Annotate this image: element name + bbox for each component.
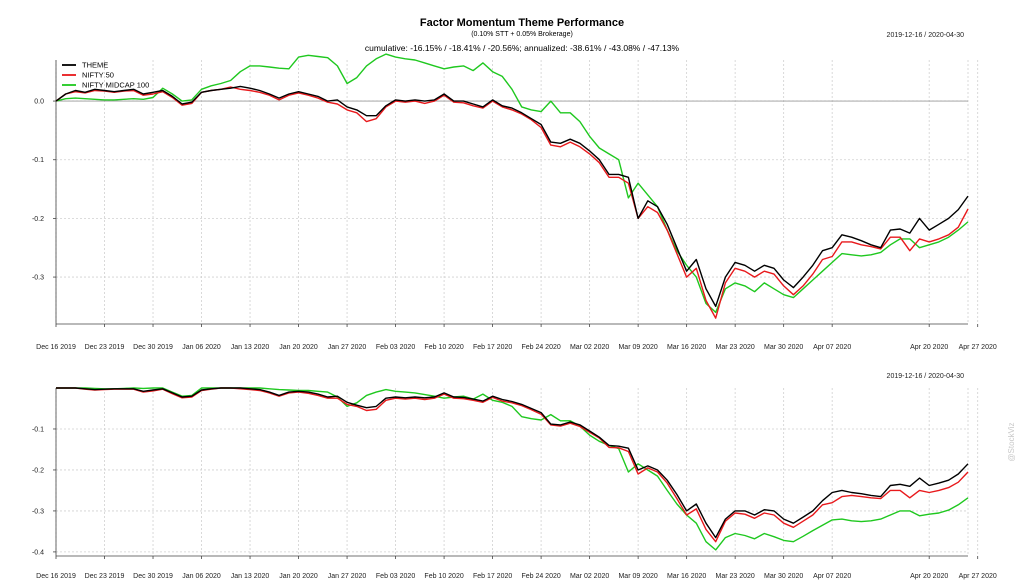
bottom-x-tick-label: Feb 17 2020 xyxy=(473,573,512,580)
bottom-x-tick-label: Feb 10 2020 xyxy=(424,573,463,580)
top-x-tick-label: Apr 07 2020 xyxy=(813,344,851,351)
bottom-x-tick-label: Dec 23 2019 xyxy=(85,573,125,580)
top-grid xyxy=(55,60,979,324)
bottom-series-theme xyxy=(56,387,969,539)
top-series-nifty-midcap-100 xyxy=(55,53,969,313)
bottom-x-tick-label: Jan 20 2020 xyxy=(279,573,318,580)
bottom-x-tick-label: Dec 30 2019 xyxy=(133,573,173,580)
top-x-tick-label: Mar 09 2020 xyxy=(618,344,657,351)
top-x-tick-label: Mar 23 2020 xyxy=(715,344,754,351)
legend-label-theme: THEME xyxy=(82,61,108,70)
top-x-tick-label: Mar 30 2020 xyxy=(764,344,803,351)
bottom-x-tick-label: Jan 06 2020 xyxy=(182,573,221,580)
bottom-x-tick-label: Mar 30 2020 xyxy=(764,573,803,580)
bottom-x-tick-label: Apr 07 2020 xyxy=(813,573,851,580)
bottom-grid xyxy=(55,388,979,556)
chart-title: Factor Momentum Theme Performance xyxy=(420,17,624,29)
bottom-series-nifty-midcap-100 xyxy=(56,387,969,551)
top-x-tick-label: Mar 02 2020 xyxy=(570,344,609,351)
top-y-tick-label: -0.3 xyxy=(32,275,44,282)
bottom-lines xyxy=(56,387,969,551)
top-panel: Dec 16 2019 Dec 23 2019 Dec 30 2019 Jan 06 … xyxy=(32,53,997,351)
top-x-tick-label: Jan 06 2020 xyxy=(182,344,221,351)
top-x-tick-label: Feb 17 2020 xyxy=(473,344,512,351)
bottom-panel: Dec 16 2019 Dec 23 2019 Dec 30 2019 Jan 06 … xyxy=(32,387,997,580)
chart-subtitle: (0.10% STT + 0.05% Brokerage) xyxy=(471,31,573,38)
bottom-x-tick-label: Dec 16 2019 xyxy=(36,573,76,580)
bottom-date-range: 2019-12-16 / 2020-04-30 xyxy=(887,373,965,380)
watermark: @StockViz xyxy=(1007,422,1016,461)
bottom-x-tick-label: Mar 16 2020 xyxy=(667,573,706,580)
bottom-x-tick-label: Feb 03 2020 xyxy=(376,573,415,580)
top-x-tick-label: Apr 27 2020 xyxy=(959,344,997,351)
top-x-tick-label: Dec 30 2019 xyxy=(133,344,173,351)
bottom-x-tick-label: Mar 09 2020 xyxy=(618,573,657,580)
top-x-tick-label: Apr 20 2020 xyxy=(910,344,948,351)
bottom-y-tick-label: -0.4 xyxy=(32,549,44,556)
top-x-tick-label: Feb 10 2020 xyxy=(424,344,463,351)
top-y-tick-label: -0.1 xyxy=(32,157,44,164)
top-y-tick-label: -0.2 xyxy=(32,216,44,223)
top-axis: Dec 16 2019 Dec 23 2019 Dec 30 2019 Jan 06 … xyxy=(32,60,997,351)
top-series-theme xyxy=(55,85,969,308)
bottom-y-tick-label: -0.1 xyxy=(32,426,44,433)
legend-label-nifty-50: NIFTY 50 xyxy=(82,71,114,80)
performance-stats: cumulative: -16.15% / -18.41% / -20.56%;… xyxy=(365,43,680,53)
bottom-x-tick-label: Jan 13 2020 xyxy=(231,573,270,580)
bottom-x-tick-label: Apr 27 2020 xyxy=(959,573,997,580)
legend-label-nifty-midcap-100: NIFTY MIDCAP 100 xyxy=(82,81,149,90)
top-x-tick-label: Jan 20 2020 xyxy=(279,344,318,351)
bottom-y-tick-label: -0.3 xyxy=(32,508,44,515)
top-x-tick-label: Dec 16 2019 xyxy=(36,344,76,351)
bottom-axis: Dec 16 2019 Dec 23 2019 Dec 30 2019 Jan 06 … xyxy=(32,388,997,580)
bottom-series-nifty-50 xyxy=(56,387,969,543)
top-y-tick-label: 0.0 xyxy=(34,99,44,106)
bottom-x-tick-label: Mar 23 2020 xyxy=(715,573,754,580)
bottom-x-tick-label: Apr 20 2020 xyxy=(910,573,948,580)
top-x-tick-label: Dec 23 2019 xyxy=(85,344,125,351)
bottom-x-tick-label: Mar 02 2020 xyxy=(570,573,609,580)
top-x-tick-label: Jan 13 2020 xyxy=(231,344,270,351)
bottom-x-tick-label: Jan 27 2020 xyxy=(328,573,367,580)
top-x-tick-label: Feb 03 2020 xyxy=(376,344,415,351)
top-x-tick-label: Mar 16 2020 xyxy=(667,344,706,351)
top-date-range: 2019-12-16 / 2020-04-30 xyxy=(887,32,965,39)
bottom-y-tick-label: -0.2 xyxy=(32,467,44,474)
top-x-tick-label: Jan 27 2020 xyxy=(328,344,367,351)
bottom-x-tick-label: Feb 24 2020 xyxy=(521,573,560,580)
top-series-nifty-50 xyxy=(55,86,969,319)
top-x-tick-label: Feb 24 2020 xyxy=(521,344,560,351)
top-lines xyxy=(55,53,969,319)
